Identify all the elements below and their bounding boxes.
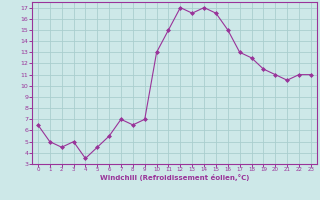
X-axis label: Windchill (Refroidissement éolien,°C): Windchill (Refroidissement éolien,°C) [100, 174, 249, 181]
